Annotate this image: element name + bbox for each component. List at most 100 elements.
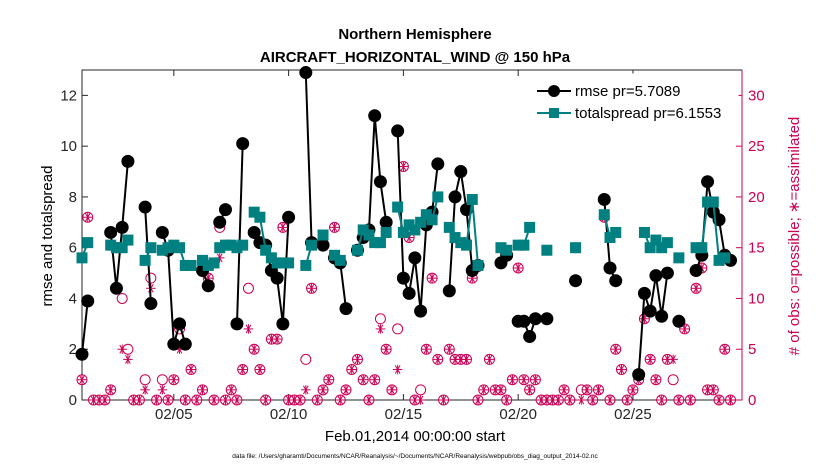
obs-possible-marker	[300, 353, 312, 365]
x-tick-label: 02/05	[155, 406, 193, 423]
obs-assimilated-marker	[88, 395, 99, 405]
rmse-point	[121, 154, 135, 168]
obs-assimilated-marker	[157, 385, 168, 395]
obs-possible-marker	[168, 374, 180, 386]
obs-assimilated-marker	[301, 385, 311, 395]
legend-marker-circle	[548, 85, 560, 97]
totalspread-point	[185, 259, 197, 271]
obs-assimilated-marker	[576, 395, 587, 405]
totalspread-point	[260, 244, 272, 256]
rmse-point	[448, 190, 462, 204]
obs-assimilated-marker	[605, 395, 615, 405]
obs-assimilated-marker	[651, 374, 661, 385]
obs-possible-marker	[604, 394, 616, 406]
rmse-point	[218, 203, 232, 217]
obs-possible-marker	[713, 394, 725, 406]
obs-possible-marker	[472, 394, 484, 406]
totalspread-point	[139, 254, 151, 266]
rmse-point	[138, 200, 152, 214]
rmse-point	[75, 347, 89, 361]
rmse-point	[270, 271, 284, 285]
obs-possible-marker	[518, 374, 530, 386]
obs-assimilated-marker	[559, 385, 569, 395]
rmse-point	[643, 304, 657, 318]
rmse-point	[701, 175, 715, 189]
obs-assimilated-marker	[306, 283, 317, 294]
obs-possible-marker	[581, 384, 593, 396]
obs-assimilated-marker	[232, 395, 242, 405]
x-tick-label: 02/15	[385, 406, 423, 423]
x-tick-label: 02/20	[499, 406, 537, 423]
obs-possible-marker	[512, 262, 524, 274]
totalspread-point	[397, 226, 409, 238]
obs-possible-marker	[346, 364, 358, 376]
totalspread-point	[145, 242, 157, 254]
rmse-line	[637, 272, 669, 375]
obs-possible-marker	[323, 374, 335, 386]
rmse-point	[299, 66, 313, 80]
obs-assimilated-marker	[490, 385, 500, 395]
obs-assimilated-marker	[421, 344, 432, 354]
obs-assimilated-marker	[507, 374, 518, 385]
rmse-point	[230, 317, 244, 331]
obs-assimilated-marker	[415, 395, 426, 405]
obs-assimilated-marker	[324, 374, 334, 385]
obs-assimilated-marker	[433, 354, 443, 365]
totalspread-point	[466, 193, 478, 205]
obs-assimilated-marker	[180, 395, 191, 405]
obs-assimilated-marker	[260, 395, 271, 405]
obs-assimilated-marker	[582, 385, 592, 395]
plot-area: 02/05 02/10 02/15 02/20 02/25 0 2 4 6 8 10 12 0 5 10 15…	[60, 66, 765, 423]
totalspread-point	[707, 196, 719, 208]
y-tick-label-left: 0	[69, 392, 77, 409]
totalspread-point	[610, 226, 622, 238]
obs-assimilated-marker	[192, 395, 202, 405]
y-tick-label-right: 20	[748, 189, 765, 206]
obs-possible-marker	[225, 384, 237, 396]
obs-assimilated-marker	[473, 395, 483, 405]
obs-possible-marker	[145, 272, 157, 284]
obs-assimilated-marker	[725, 395, 736, 405]
rmse-point	[655, 309, 669, 323]
totalspread-point	[116, 242, 128, 254]
totalspread-point	[363, 229, 375, 241]
rmse-point	[236, 137, 250, 151]
y-axis-label-left: rmse and totalspread	[39, 166, 56, 307]
obs-assimilated-marker	[410, 395, 420, 405]
obs-assimilated-marker	[249, 344, 259, 354]
totalspread-point	[237, 239, 249, 251]
obs-possible-marker	[208, 394, 220, 406]
totalspread-point	[351, 244, 363, 256]
obs-possible-marker	[306, 282, 318, 294]
totalspread-point	[650, 234, 662, 246]
obs-assimilated-marker	[524, 385, 535, 395]
obs-assimilated-marker	[220, 395, 231, 405]
obs-assimilated-marker	[478, 385, 489, 395]
obs-assimilated-marker	[536, 395, 546, 405]
obs-possible-marker	[363, 394, 375, 406]
obs-possible-marker	[197, 384, 209, 396]
rmse-line	[81, 300, 89, 355]
obs-assimilated-marker	[364, 395, 374, 405]
obs-assimilated-marker	[117, 344, 127, 354]
obs-assimilated-marker	[134, 395, 145, 405]
y-tick-label-left: 6	[69, 240, 77, 257]
rmse-point	[649, 269, 663, 283]
obs-possible-marker	[380, 343, 392, 355]
obs-assimilated-marker	[169, 374, 179, 385]
rmse-point	[454, 165, 468, 179]
obs-assimilated-marker	[461, 354, 472, 365]
rmse-point	[81, 294, 95, 308]
obs-possible-marker	[139, 374, 151, 386]
obs-assimilated-marker	[278, 222, 288, 233]
obs-assimilated-marker	[519, 374, 529, 385]
totalspread-point	[426, 214, 438, 226]
obs-possible-marker	[478, 384, 490, 396]
totalspread-point	[719, 252, 731, 264]
obs-assimilated-marker	[226, 385, 236, 395]
y-tick-label-left: 4	[69, 290, 77, 307]
rmse-point	[517, 314, 531, 328]
obs-possible-marker	[673, 394, 685, 406]
rmse-point	[276, 317, 290, 331]
